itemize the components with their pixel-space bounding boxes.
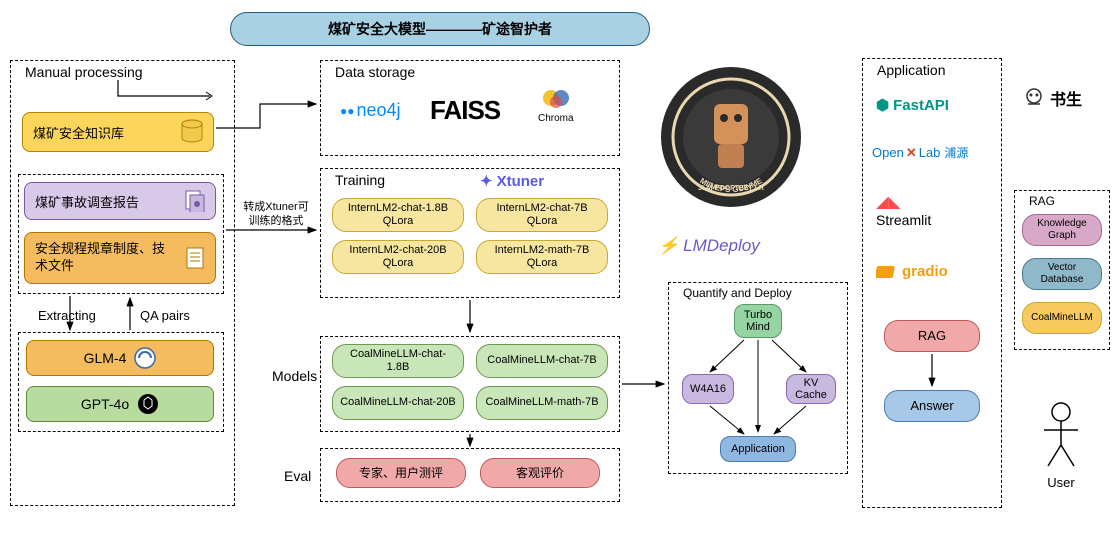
knowledge-base-label: 煤矿安全知识库 [33, 123, 173, 142]
training-box: Training [320, 168, 620, 298]
fastapi-logo: ⬢FastAPI [876, 96, 949, 114]
training-model-3: InternLM2-chat-20B QLora [332, 240, 464, 274]
accident-report-item: 煤矿事故调查报告 [24, 182, 216, 220]
gpt4o-label: GPT-4o [81, 396, 129, 412]
chroma-logo: Chroma [538, 88, 574, 124]
user-icon: User [1036, 400, 1086, 490]
deploy-label: Quantify and Deploy [679, 286, 796, 300]
manual-processing-label: Manual processing [21, 64, 147, 80]
model-1: CoalMineLLM-chat-1.8B [332, 344, 464, 378]
eval-label: Eval [284, 468, 311, 484]
file-icon [185, 246, 205, 270]
gradio-logo: gradio [876, 260, 948, 282]
project-badge-image: MIINEPS GUINME JI AI POOPTEET LR [656, 62, 806, 212]
model-2: CoalMineLLM-chat-7B [476, 344, 608, 378]
streamlit-logo: ◢◣ Streamlit [876, 192, 931, 228]
models-label: Models [272, 368, 317, 384]
application-label: Application [873, 62, 950, 78]
rag-kg-node: Knowledge Graph [1022, 214, 1102, 246]
openxlab-logo: Open✕Lab 浦源 [872, 144, 968, 161]
safety-rules-label: 安全规程规章制度、技术文件 [35, 241, 177, 275]
training-model-1: InternLM2-chat-1.8B QLora [332, 198, 464, 232]
database-icon [181, 119, 203, 145]
answer-pill: Answer [884, 390, 980, 422]
safety-rules-item: 安全规程规章制度、技术文件 [24, 232, 216, 284]
model-3: CoalMineLLM-chat-20B [332, 386, 464, 420]
deploy-application-node: Application [720, 436, 796, 462]
document-icon [185, 190, 205, 212]
qa-pairs-label: QA pairs [140, 308, 190, 323]
openai-icon [137, 393, 159, 415]
rag-pill: RAG [884, 320, 980, 352]
neo4j-logo: ●●neo4j [340, 100, 401, 121]
lmdeploy-logo: ⚡LMDeploy [658, 236, 760, 256]
xtuner-note: 转成Xtuner可训练的格式 [240, 200, 312, 229]
training-model-4: InternLM2-math-7B QLora [476, 240, 608, 274]
rag-label: RAG [1025, 194, 1059, 208]
eval-objective: 客观评价 [480, 458, 600, 488]
training-label: Training [331, 172, 389, 188]
rag-llm-node: CoalMineLLM [1022, 302, 1102, 334]
glm-icon [134, 347, 156, 369]
eval-expert: 专家、用户测评 [336, 458, 466, 488]
title-banner: 煤矿安全大模型————矿途智护者 [230, 12, 650, 46]
svg-text:JI AI POOPTEET LR: JI AI POOPTEET LR [698, 185, 764, 192]
glm4-item: GLM-4 [26, 340, 214, 376]
training-model-2: InternLM2-chat-7B QLora [476, 198, 608, 232]
accident-report-label: 煤矿事故调查报告 [35, 192, 177, 211]
knowledge-base-item: 煤矿安全知识库 [22, 112, 214, 152]
w4a16-node: W4A16 [682, 374, 734, 404]
xtuner-logo: ✦Xtuner [480, 172, 544, 190]
extracting-label: Extracting [38, 308, 96, 323]
model-4: CoalMineLLM-math-7B [476, 386, 608, 420]
turbomind-node: Turbo Mind [734, 304, 782, 338]
application-box: Application [862, 58, 1002, 508]
data-storage-label: Data storage [331, 64, 419, 80]
faiss-logo: FAISS [430, 95, 500, 126]
rag-vd-node: Vector Database [1022, 258, 1102, 290]
glm4-label: GLM-4 [84, 350, 127, 366]
gpt4o-item: GPT-4o [26, 386, 214, 422]
user-label: User [1036, 475, 1086, 490]
shusheng-logo: 书生 [1022, 86, 1082, 110]
kvcache-node: KV Cache [786, 374, 836, 404]
